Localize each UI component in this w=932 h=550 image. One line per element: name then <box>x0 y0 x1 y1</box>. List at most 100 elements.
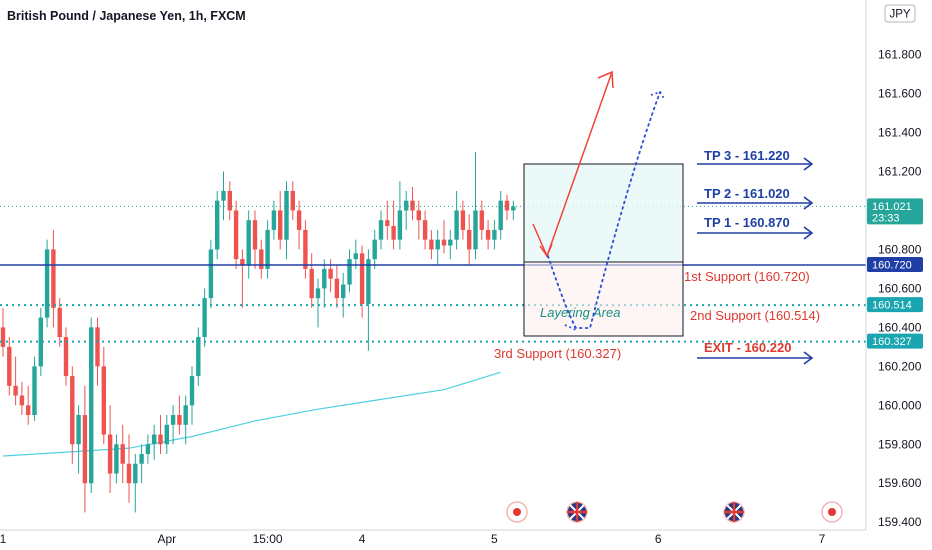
candle-body <box>158 434 163 445</box>
price-tag: 160.720 <box>867 257 923 272</box>
y-tick-label: 161.800 <box>878 48 922 62</box>
event-icon-uk-flag-2[interactable] <box>723 501 745 523</box>
candle <box>57 298 62 347</box>
price-tag-bg <box>867 257 923 272</box>
candle-body <box>126 463 132 484</box>
price-levels <box>0 205 866 343</box>
candle <box>120 424 125 484</box>
candle <box>309 253 314 308</box>
candle <box>152 424 157 460</box>
candle <box>284 181 289 260</box>
price-axis[interactable]: 161.800 161.600 161.400 161.200 160.800 160.6… <box>878 48 922 530</box>
tp1-arrow <box>697 226 814 240</box>
candle <box>177 395 182 435</box>
candle-body <box>133 463 138 484</box>
event-icon-alert-1[interactable] <box>506 501 528 523</box>
layering-zone-box <box>523 261 684 337</box>
candle-body <box>246 220 251 265</box>
candle <box>107 405 113 493</box>
event-icon-alert-2[interactable] <box>821 501 843 523</box>
candle <box>145 434 151 464</box>
candle-body <box>82 415 88 484</box>
candle <box>189 366 195 425</box>
candle <box>82 385 88 513</box>
price-tag-label: 161.021 <box>872 201 912 213</box>
candle <box>89 317 94 493</box>
x-tick-label: 5 <box>491 532 498 546</box>
candle-body <box>397 210 403 240</box>
candle <box>271 200 277 240</box>
candle-body <box>221 190 226 201</box>
candle-body <box>57 307 62 338</box>
candle-body <box>252 220 258 250</box>
time-axis[interactable]: 1 Apr 15:00 4 5 6 7 <box>0 532 826 546</box>
candle-body <box>473 210 478 250</box>
candle-body <box>378 220 384 240</box>
candle-body <box>265 229 270 269</box>
candle-body <box>26 405 31 416</box>
candle <box>303 220 308 279</box>
candle <box>51 229 56 328</box>
candle <box>315 278 321 328</box>
candle <box>26 385 31 425</box>
candle <box>215 190 220 260</box>
candle-body <box>454 210 459 240</box>
candle <box>221 171 226 221</box>
tp1-label: TP 1 - 160.870 <box>704 215 790 230</box>
candle-body <box>341 284 346 299</box>
y-tick-label: 161.200 <box>878 164 922 178</box>
y-tick-label: 160.000 <box>878 398 922 412</box>
currency-badge[interactable]: JPY <box>884 4 916 23</box>
candle <box>95 317 100 386</box>
candle-body <box>404 200 409 211</box>
candle-body <box>322 268 327 289</box>
candle-body <box>284 190 289 240</box>
candle <box>158 415 163 455</box>
exit-label: EXIT - 160.220 <box>704 340 791 355</box>
candle-body <box>391 226 396 240</box>
candle-body <box>429 239 434 250</box>
candle-body <box>120 444 125 464</box>
x-tick-label: 4 <box>359 532 366 546</box>
candle <box>492 220 497 250</box>
candle-body <box>479 210 484 230</box>
candle <box>366 249 371 351</box>
candle-body <box>366 259 371 304</box>
y-tick-label: 159.400 <box>878 515 922 529</box>
candle <box>485 220 491 250</box>
candle-body <box>485 229 491 240</box>
price-tag: 160.327 <box>867 333 923 349</box>
candle <box>429 229 434 260</box>
candle-body <box>259 249 264 269</box>
candle-body <box>38 317 43 367</box>
candle <box>32 356 37 421</box>
candle <box>183 395 188 445</box>
candle-body <box>296 210 302 230</box>
candle <box>202 288 207 347</box>
candle-body <box>76 415 81 445</box>
candle <box>252 210 258 269</box>
event-icon-uk-flag-1[interactable] <box>566 501 588 523</box>
candle <box>498 190 503 240</box>
candle-body <box>315 288 321 299</box>
candle <box>101 346 106 445</box>
candle-body <box>107 434 113 474</box>
candle <box>296 200 302 250</box>
y-tick-label: 161.400 <box>878 126 922 140</box>
layering-area-label: Layering Area <box>540 305 620 320</box>
candle <box>391 200 396 250</box>
candle <box>347 249 352 293</box>
x-tick-label: 15:00 <box>253 532 283 546</box>
candle <box>448 229 453 260</box>
candle-body <box>492 229 497 240</box>
x-tick-label: 6 <box>655 532 662 546</box>
candle <box>196 327 201 386</box>
tp3-arrow <box>697 157 814 171</box>
candle-body <box>13 385 18 396</box>
y-tick-label: 160.400 <box>878 320 922 334</box>
candle-body <box>95 327 100 367</box>
candle-body <box>504 200 510 211</box>
price-tag-label: 160.514 <box>872 300 912 312</box>
